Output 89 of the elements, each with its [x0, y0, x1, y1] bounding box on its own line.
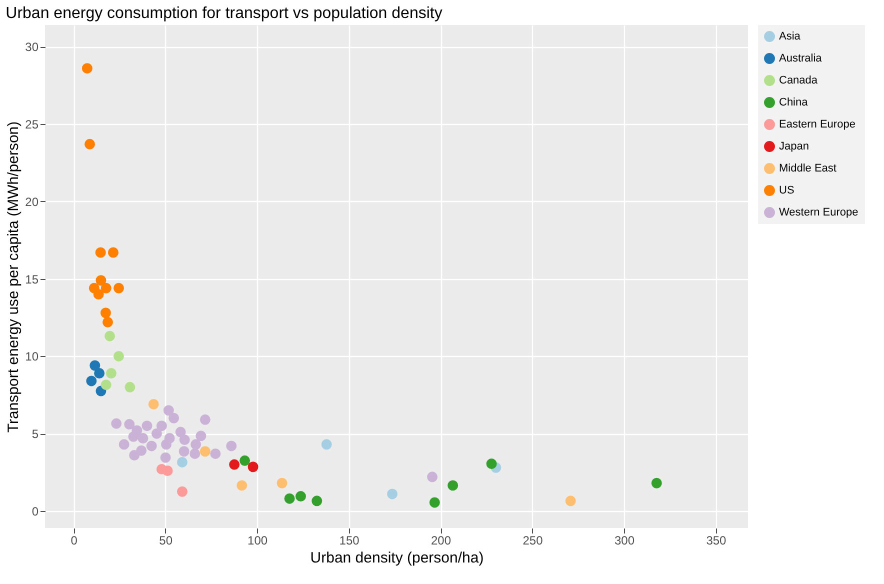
y-tick-label: 15: [25, 272, 39, 286]
point: [565, 496, 576, 506]
point: [84, 138, 96, 150]
point: [178, 446, 190, 457]
x-tick-label: 200: [431, 534, 452, 548]
legend-label: Middle East: [779, 162, 836, 174]
point: [128, 431, 139, 442]
point: [160, 452, 171, 463]
x-tick-label: 150: [339, 534, 360, 548]
point: [163, 405, 174, 416]
x-tick-label: 350: [706, 534, 727, 548]
point: [124, 382, 136, 392]
point: [276, 478, 288, 488]
point: [146, 440, 157, 452]
x-tick-label: 50: [159, 534, 173, 548]
chart-title: Urban energy consumption for transport vs population density: [6, 5, 442, 22]
x-axis-title: Urban density (person/ha): [310, 550, 484, 566]
point: [175, 426, 186, 438]
point: [210, 448, 221, 459]
point: [161, 439, 172, 450]
point: [295, 491, 306, 502]
point: [93, 289, 104, 300]
point: [100, 380, 112, 390]
legend-label: Western Europe: [779, 206, 858, 218]
point: [118, 439, 130, 450]
point: [429, 497, 440, 508]
point: [321, 439, 332, 450]
legend-label: Japan: [779, 140, 809, 152]
y-tick-label: 0: [32, 504, 39, 518]
point: [114, 282, 124, 294]
point: [129, 450, 140, 460]
point: [96, 275, 106, 286]
point: [284, 493, 295, 504]
point: [104, 330, 116, 342]
point: [248, 462, 258, 472]
legend-label: Australia: [779, 52, 823, 64]
x-tick-label: 100: [248, 534, 268, 548]
point: [200, 446, 210, 457]
x-tick-label: 250: [522, 534, 544, 548]
x-tick-label: 0: [70, 534, 78, 548]
y-tick-label: 5: [32, 427, 39, 442]
y-tick-label: 25: [25, 118, 39, 132]
point: [312, 496, 322, 506]
legend-label: China: [779, 96, 809, 108]
point: [142, 420, 152, 432]
point: [100, 282, 112, 294]
point: [229, 459, 240, 470]
y-tick-label: 30: [25, 40, 39, 54]
point: [486, 458, 497, 470]
point: [148, 398, 159, 410]
point: [176, 456, 188, 468]
legend-label: Asia: [779, 30, 802, 42]
point: [102, 316, 113, 328]
point: [448, 480, 458, 491]
point: [100, 308, 111, 318]
point: [651, 478, 662, 488]
x-tick-label: 300: [614, 534, 635, 548]
point: [196, 430, 206, 442]
point: [200, 414, 210, 425]
point: [108, 247, 118, 258]
point: [111, 418, 122, 429]
point: [168, 412, 180, 424]
legend-label: Eastern Europe: [779, 118, 856, 130]
point: [226, 440, 237, 452]
point: [387, 488, 398, 500]
y-tick-label: 20: [25, 194, 39, 209]
point: [190, 439, 202, 450]
point: [427, 472, 438, 482]
point: [124, 419, 135, 430]
point: [90, 360, 100, 371]
point: [86, 376, 97, 386]
point: [151, 428, 162, 439]
legend-label: Canada: [779, 74, 818, 86]
legend-label: US: [779, 184, 794, 196]
point: [156, 420, 167, 432]
point: [106, 368, 116, 378]
y-axis-title: Transport energy use per capita (MWh/person): [5, 121, 22, 433]
point: [114, 350, 124, 362]
y-tick-label: 10: [25, 350, 39, 364]
point: [162, 466, 173, 476]
point: [138, 433, 148, 444]
point: [176, 486, 188, 497]
point: [236, 480, 248, 491]
point: [240, 455, 250, 466]
point: [179, 434, 190, 446]
point: [190, 448, 200, 459]
point: [94, 368, 105, 378]
point: [82, 63, 92, 74]
point: [95, 247, 106, 258]
